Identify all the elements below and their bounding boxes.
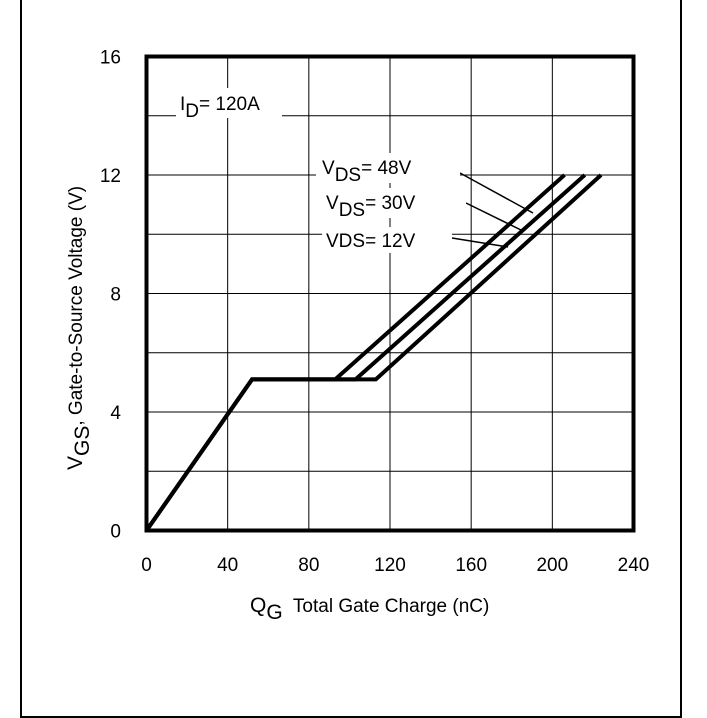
- series-line-2: [144, 173, 603, 532]
- x-axis-title: QG Total Gate Charge (nC): [250, 594, 489, 624]
- id-label-main: I: [180, 94, 185, 115]
- annotation-48v-sub: DS: [335, 165, 361, 186]
- x-tick-label: 200: [536, 555, 568, 576]
- y-tick-label: 12: [100, 166, 121, 187]
- y-tick-label: 0: [110, 522, 121, 543]
- y-axis-title: VGS, Gate-to-Source Voltage (V): [64, 186, 94, 470]
- x-tick-labels: 0 40 80 120 160 200 240: [141, 555, 649, 576]
- grid: [146, 56, 634, 531]
- y-axis-title-rest: , Gate-to-Source Voltage (V): [66, 186, 87, 426]
- annotation-30v-sub: DS: [339, 200, 365, 221]
- annotation-12v-label: VDS= 12V: [326, 231, 416, 252]
- leader-line-48v: [459, 172, 534, 214]
- svg-text:VDS= 48V: VDS= 48V: [322, 158, 412, 186]
- x-axis-title-rest: Total Gate Charge (nC): [283, 596, 490, 617]
- annotation-48v-main: V: [322, 158, 335, 179]
- plot-area-border: [144, 54, 636, 533]
- x-tick-label: 0: [141, 555, 152, 576]
- x-tick-label: 240: [618, 555, 650, 576]
- y-axis-title-main: V: [64, 456, 87, 470]
- x-tick-label: 160: [455, 555, 487, 576]
- annotation-48v-background: [316, 153, 460, 183]
- id-label-sub: D: [185, 101, 199, 122]
- y-tick-labels: 0 4 8 12 16: [100, 48, 122, 543]
- y-tick-label: 4: [110, 403, 121, 424]
- y-tick-label: 16: [100, 48, 121, 69]
- id-annotation: ID= 120A: [176, 88, 282, 122]
- leader-line-12v: [451, 237, 509, 248]
- svg-text:ID= 120A: ID= 120A: [180, 94, 260, 122]
- leader-line-30v: [465, 202, 522, 231]
- annotation-30v-rest: = 30V: [365, 193, 416, 214]
- x-tick-label: 120: [374, 555, 406, 576]
- annotation-30v-main: V: [326, 193, 339, 214]
- annotation-12v-background: [322, 227, 452, 253]
- x-axis-title-sub: G: [266, 601, 282, 624]
- svg-text:VDS= 30V: VDS= 30V: [326, 193, 416, 221]
- series-lines: [144, 173, 603, 532]
- y-tick-label: 8: [110, 285, 121, 306]
- id-label-rest: = 120A: [199, 94, 260, 115]
- annotation-48v-rest: = 48V: [361, 158, 412, 179]
- x-axis-title-main: Q: [250, 594, 266, 617]
- x-tick-label: 40: [217, 555, 238, 576]
- id-label-background: [176, 88, 282, 118]
- y-axis-title-sub: GS: [71, 426, 94, 456]
- vds-annotations: VDS= 48V VDS= 30V VDS= 12V: [316, 153, 534, 253]
- x-tick-label: 80: [298, 555, 319, 576]
- annotation-30v-background: [320, 188, 466, 218]
